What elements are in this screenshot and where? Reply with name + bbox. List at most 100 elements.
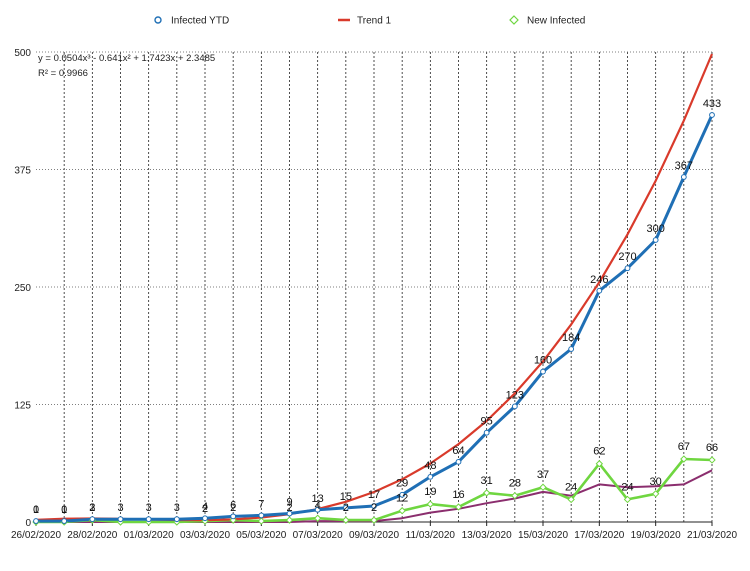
new-infected-data-label: 1: [61, 504, 67, 516]
legend-label: Trend 1: [357, 16, 392, 27]
infected-ytd-point: [314, 506, 321, 513]
y-tick-label: 125: [14, 401, 31, 412]
new-infected-point: [370, 516, 378, 524]
infected-ytd-point: [427, 473, 434, 480]
new-infected-data-label: 2: [371, 502, 377, 514]
infected-ytd-point: [511, 403, 518, 410]
legend: Infected YTD Trend 1 New Infected: [154, 15, 585, 27]
infected-ytd-point: [173, 516, 180, 523]
new-infected-point: [285, 516, 294, 524]
infected-ytd-point: [230, 513, 237, 520]
infected-ytd-data-label: 7: [258, 498, 264, 510]
infected-ytd-data-label: 4: [202, 501, 208, 513]
x-tick-label: 09/03/2020: [349, 530, 399, 541]
x-tick-label: 26/02/2020: [11, 530, 61, 541]
x-tick-label: 01/03/2020: [124, 530, 174, 541]
new-infected-data-label: 2: [286, 502, 292, 514]
new-infected-data-label: 19: [424, 486, 436, 498]
y-tick-label: 375: [14, 166, 31, 177]
new-infected-data-label: 37: [537, 469, 549, 481]
new-infected-data-label: 28: [509, 478, 521, 490]
data-labels: 0 0 2 3 3 3 4 6 7 9 13 15 17294864951231601842462703…: [33, 98, 721, 516]
new-infected-data-label: 24: [565, 481, 577, 493]
series-group: [32, 53, 716, 526]
infected-ytd-point: [455, 458, 462, 465]
infected-ytd-data-label: 160: [534, 355, 552, 367]
infected-ytd-data-label: 300: [646, 223, 664, 235]
new-infected-data-label: 67: [678, 441, 690, 453]
new-infected-data-label: 1: [33, 504, 39, 516]
infected-ytd-data-label: 17: [368, 489, 380, 501]
new-infected-data-label: 4: [315, 500, 321, 512]
infected-ytd-data-label: 2: [89, 502, 95, 514]
new-infected-data-label: 31: [481, 475, 493, 487]
infected-ytd-point: [33, 518, 39, 524]
infected-ytd-data-label: 3: [117, 502, 123, 514]
infected-ytd-data-label: 3: [146, 502, 152, 514]
x-tick-label: 17/03/2020: [574, 530, 624, 541]
infected-ytd-point: [371, 503, 377, 509]
infected-ytd-point: [568, 346, 575, 352]
new-infected-data-label: 16: [452, 489, 464, 501]
new-infected-data-label: 62: [593, 446, 605, 458]
infected-ytd-point: [680, 174, 687, 180]
new-infected-point: [342, 516, 350, 524]
infected-ytd-point: [652, 237, 659, 243]
infected-ytd-data-label: 123: [506, 389, 524, 401]
new-infected-point: [680, 455, 688, 463]
infected-ytd-data-label: 367: [675, 160, 693, 172]
x-tick-label: 28/02/2020: [67, 530, 117, 541]
new-infected-point: [426, 500, 435, 508]
new-infected-point: [567, 495, 575, 504]
x-tick-label: 03/03/2020: [180, 530, 230, 541]
new-infected-point: [313, 514, 322, 522]
infected-ytd-data-label: 48: [424, 460, 436, 472]
infected-ytd-data-label: 95: [481, 416, 493, 428]
new-infected-data-label: 3: [89, 502, 95, 514]
x-tick-label: 15/03/2020: [518, 530, 568, 541]
new-infected-data-label: 2: [202, 503, 208, 515]
infected-ytd-data-label: 270: [618, 251, 636, 263]
legend-marker-infected-ytd: [154, 16, 162, 24]
infected-ytd-point: [399, 491, 406, 498]
infected-ytd-data-label: 3: [174, 502, 180, 514]
infected-ytd-point: [342, 505, 349, 511]
trendline-equation-text: y = 0.0504x³ - 0.641x² + 1.7423x + 2.348…: [38, 53, 215, 64]
new-infected-data-label: 12: [396, 493, 408, 505]
infected-ytd-point: [258, 512, 265, 519]
infected-ytd-data-label: 13: [312, 493, 324, 505]
new-infected-point: [623, 495, 632, 504]
new-infected-data-label: 66: [706, 442, 718, 454]
new-infected-point: [539, 483, 547, 491]
infected-ytd-point: [61, 518, 68, 524]
new-infected-point: [511, 491, 519, 500]
new-infected-point: [398, 507, 406, 515]
grid: [36, 51, 713, 522]
infected-ytd-data-label: 184: [562, 332, 580, 344]
trend-1-line: [35, 53, 714, 522]
x-tick-label: 11/03/2020: [406, 530, 456, 541]
new-infected-data-label: 2: [230, 502, 236, 514]
new-infected-point: [595, 460, 604, 468]
y-tick-label: 250: [14, 283, 31, 294]
infected-ytd-point: [624, 265, 631, 272]
infected-ytd-point: [596, 287, 603, 294]
legend-label: New Infected: [527, 16, 585, 27]
x-tick-label: 13/03/2020: [462, 530, 512, 541]
new-infected-point: [257, 517, 266, 525]
infected-ytd-point: [709, 112, 715, 118]
new-infected-data-label: 24: [621, 481, 633, 493]
x-tick-label: 07/03/2020: [293, 530, 343, 541]
new-infected-point: [454, 503, 463, 511]
infected-ytd-point: [286, 510, 293, 517]
infected-ytd-data-label: 64: [452, 445, 464, 457]
infected-ytd-data-label: 9: [286, 497, 292, 509]
trendline-equation: y = 0.0504x³ - 0.641x² + 1.7423x + 2.348…: [38, 53, 215, 79]
infected-ytd-point: [117, 516, 124, 523]
infected-ytd-data-label: 433: [703, 98, 721, 110]
infected-ytd-data-label: 29: [396, 478, 408, 490]
infected-ytd-point: [540, 368, 546, 375]
infected-ytd-point: [145, 516, 152, 523]
legend-label: Infected YTD: [171, 16, 229, 27]
